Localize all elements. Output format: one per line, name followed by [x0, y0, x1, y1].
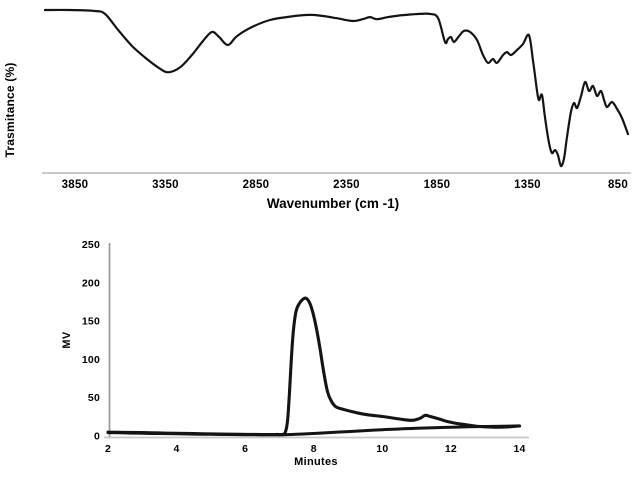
gpc-peak-line	[106, 296, 522, 437]
x-tick-label: 14	[513, 443, 525, 455]
x-tick-label: 12	[445, 443, 457, 455]
x-tick-label: 1850	[424, 179, 451, 191]
x-tick-label: 2350	[333, 179, 360, 191]
ftir-chart: 3850 3350 2850 2350 1850 1350 850 Trasmitance …	[3, 8, 631, 211]
y-tick-label: 0	[94, 431, 100, 443]
gpc-x-tick-labels: 2 4 6 8 10 12 14	[105, 443, 525, 455]
gpc-chart: 0 50 100 150 200 250 2 4 6 8 10 12 14 MV Minutes	[61, 239, 529, 468]
x-tick-label: 10	[376, 443, 388, 455]
y-tick-label: 150	[82, 316, 100, 328]
x-tick-label: 2850	[243, 179, 270, 191]
y-tick-label: 50	[88, 392, 100, 404]
y-tick-label: 100	[82, 354, 100, 366]
y-tick-label: 250	[82, 239, 100, 251]
y-tick-label: 200	[82, 277, 100, 289]
x-tick-label: 3850	[62, 179, 89, 191]
ftir-x-axis-title: Wavenumber (cm -1)	[267, 196, 399, 211]
x-tick-label: 850	[608, 179, 628, 191]
ftir-y-axis-title: Trasmitance (%)	[3, 62, 17, 157]
gpc-y-axis-title: MV	[61, 331, 73, 348]
x-tick-label: 2	[105, 443, 111, 455]
gpc-curves	[106, 296, 522, 437]
ftir-spectrum-curve	[43, 8, 630, 168]
ftir-x-tick-labels: 3850 3350 2850 2350 1850 1350 850	[62, 179, 628, 191]
x-tick-label: 3350	[152, 179, 179, 191]
x-tick-label: 8	[311, 443, 317, 455]
x-tick-label: 6	[242, 443, 248, 455]
ftir-spectrum-line	[43, 8, 630, 168]
x-tick-label: 1350	[514, 179, 541, 191]
gpc-x-axis-title: Minutes	[294, 456, 338, 468]
x-tick-label: 4	[174, 443, 180, 455]
gpc-y-tick-labels: 0 50 100 150 200 250	[82, 239, 100, 443]
